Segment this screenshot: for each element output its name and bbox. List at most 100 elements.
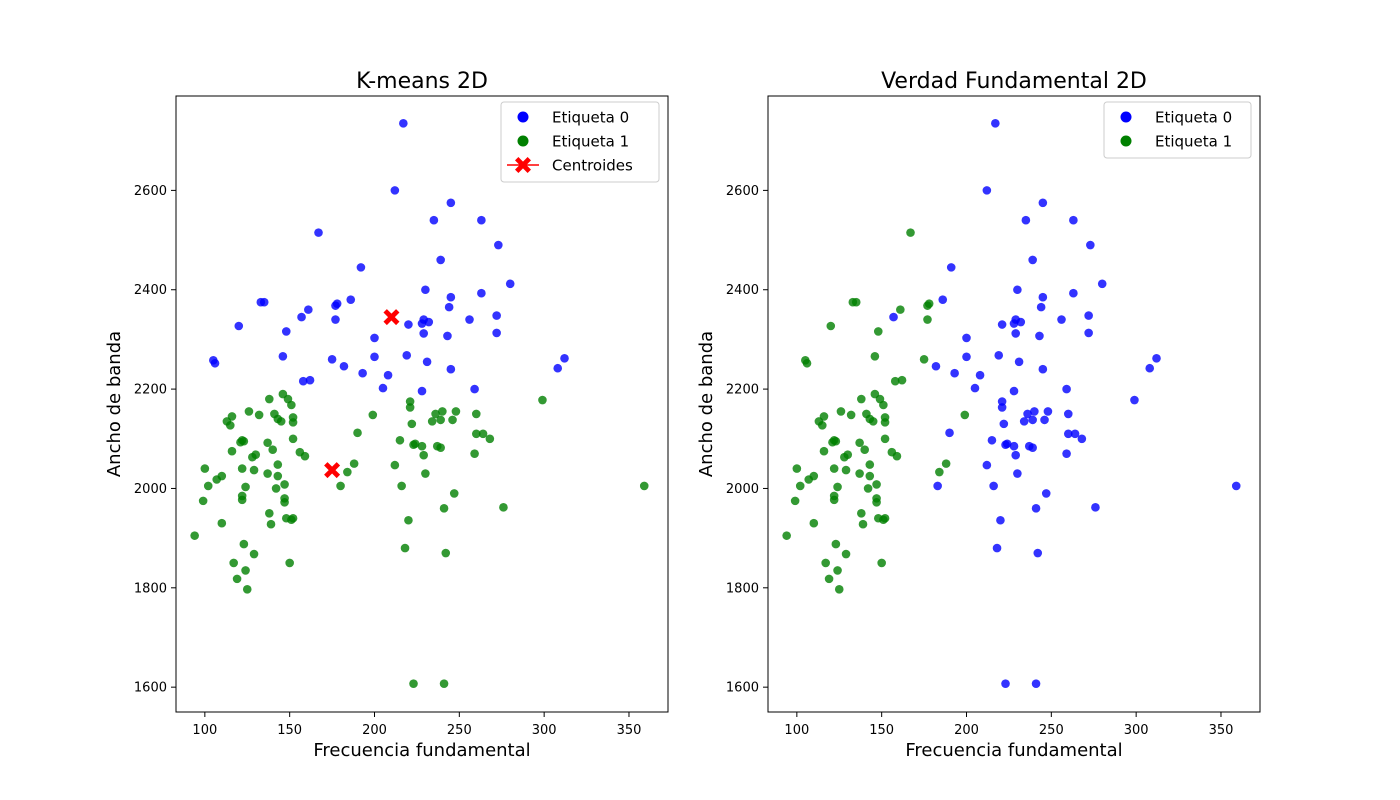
- data-point: [249, 549, 259, 559]
- data-point: [436, 255, 445, 265]
- data-point: [795, 481, 805, 491]
- data-point: [994, 351, 1004, 360]
- x-tick-label: 250: [447, 723, 472, 738]
- data-point: [817, 421, 827, 430]
- data-point: [1030, 407, 1039, 416]
- data-point: [268, 445, 278, 455]
- data-point: [314, 228, 323, 237]
- x-axis-label: Frecuencia fundamental: [905, 740, 1122, 761]
- data-point: [339, 361, 349, 371]
- data-point: [870, 352, 880, 361]
- data-point: [982, 460, 992, 470]
- data-point: [400, 543, 410, 553]
- data-point: [792, 464, 802, 473]
- data-point: [941, 459, 951, 468]
- data-point: [868, 417, 878, 426]
- data-point: [402, 351, 412, 360]
- data-point: [505, 279, 515, 289]
- data-point: [1038, 292, 1048, 302]
- data-point: [639, 481, 649, 491]
- data-point: [970, 383, 980, 393]
- data-point: [829, 464, 839, 473]
- data-point: [399, 119, 408, 128]
- data-point: [1021, 215, 1031, 225]
- data-point: [417, 441, 427, 451]
- x-tick-label: 100: [784, 723, 809, 738]
- y-tick-label: 2600: [134, 184, 167, 199]
- data-point: [242, 584, 252, 594]
- y-tick-label: 1800: [726, 581, 759, 596]
- data-point: [421, 285, 430, 295]
- data-point: [278, 352, 288, 361]
- data-point: [560, 353, 569, 363]
- data-point: [851, 297, 861, 307]
- data-point: [227, 446, 237, 456]
- data-point: [419, 329, 428, 338]
- data-point: [987, 435, 997, 445]
- data-point: [935, 467, 944, 477]
- centroid-marker: [383, 309, 400, 326]
- data-point: [843, 450, 853, 459]
- data-point: [1062, 449, 1071, 458]
- axes-frame: [767, 95, 1261, 713]
- data-point: [470, 449, 479, 458]
- data-point: [833, 482, 842, 492]
- x-tick-label: 300: [532, 723, 557, 738]
- data-point: [1035, 331, 1044, 341]
- x-tick-label: 350: [1209, 723, 1234, 738]
- data-point: [1011, 329, 1020, 338]
- data-point: [478, 429, 488, 439]
- data-point: [1097, 279, 1107, 289]
- data-point: [217, 518, 227, 528]
- data-point: [992, 543, 1002, 553]
- legend-marker: [515, 157, 531, 173]
- data-point: [227, 412, 237, 421]
- data-point: [1009, 441, 1019, 451]
- data-point: [441, 548, 451, 558]
- data-point: [424, 317, 434, 327]
- data-point: [991, 119, 1000, 128]
- data-point: [266, 519, 276, 529]
- data-point: [383, 370, 393, 380]
- data-point: [336, 481, 345, 491]
- data-point: [405, 397, 415, 406]
- data-point: [855, 469, 864, 478]
- data-point: [404, 515, 413, 525]
- legend-marker: [1120, 135, 1132, 147]
- data-point: [1023, 409, 1032, 419]
- data-point: [439, 679, 449, 688]
- data-point: [821, 558, 830, 568]
- data-point: [1014, 357, 1024, 367]
- data-point: [860, 445, 870, 455]
- axes-frame: [175, 95, 669, 713]
- data-point: [1001, 679, 1010, 688]
- data-point: [288, 513, 298, 523]
- data-point: [438, 407, 447, 416]
- data-point: [271, 484, 281, 493]
- data-point: [1013, 285, 1022, 295]
- data-point: [1070, 429, 1080, 439]
- data-point: [896, 305, 905, 314]
- data-point: [950, 368, 959, 378]
- data-point: [239, 436, 249, 446]
- data-point: [553, 363, 563, 373]
- y-tick-label: 2200: [726, 383, 759, 398]
- data-point: [997, 320, 1007, 329]
- data-point: [449, 489, 459, 498]
- data-point: [1031, 504, 1041, 513]
- y-tick-label: 2600: [726, 184, 759, 199]
- data-point: [997, 397, 1007, 406]
- data-point: [826, 321, 836, 331]
- data-point: [251, 450, 261, 459]
- data-point: [863, 484, 873, 493]
- data-point: [492, 328, 501, 338]
- data-point: [280, 480, 289, 489]
- data-point: [305, 375, 315, 385]
- x-tick-label: 150: [277, 723, 302, 738]
- data-point: [1091, 503, 1100, 512]
- series-etiqueta-1: [782, 228, 970, 594]
- data-point: [1041, 489, 1051, 498]
- data-point: [407, 419, 417, 429]
- data-point: [200, 464, 210, 473]
